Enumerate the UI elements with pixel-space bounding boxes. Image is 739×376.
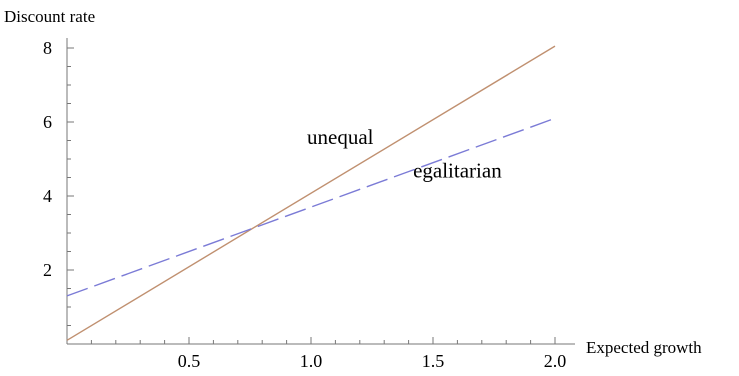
y-tick-label: 4 <box>43 186 52 206</box>
y-tick-label: 6 <box>43 112 52 132</box>
annotation-egalitarian: egalitarian <box>413 159 502 183</box>
axes: 0.5 1.0 1.5 2.0 2 4 6 8 <box>43 38 575 371</box>
y-tick-label: 2 <box>43 260 52 280</box>
x-tick-label: 1.0 <box>300 351 323 371</box>
series-line-unequal <box>66 45 556 341</box>
x-axis-title: Expected growth <box>586 338 702 357</box>
annotation-unequal: unequal <box>307 125 374 149</box>
y-tick-label: 8 <box>43 38 52 58</box>
series-layer <box>66 45 556 341</box>
x-tick-label: 0.5 <box>178 351 201 371</box>
y-axis-title: Discount rate <box>4 7 95 26</box>
x-tick-label: 2.0 <box>544 351 567 371</box>
annotation-layer: unequal egalitarian <box>307 125 502 182</box>
x-tick-label: 1.5 <box>422 351 445 371</box>
